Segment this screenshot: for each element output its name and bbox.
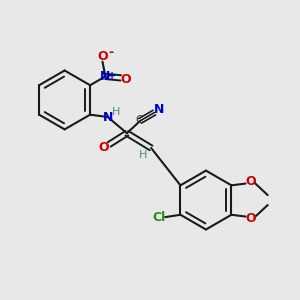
Text: O: O [99, 141, 109, 154]
Text: C: C [135, 115, 143, 125]
Text: -: - [109, 46, 114, 59]
Text: O: O [97, 50, 108, 63]
Text: Cl: Cl [153, 211, 166, 224]
Text: +: + [107, 70, 116, 80]
Text: H: H [139, 150, 147, 160]
Text: O: O [121, 73, 131, 85]
Text: H: H [112, 107, 120, 117]
Text: O: O [245, 212, 256, 225]
Text: N: N [103, 110, 113, 124]
Text: N: N [100, 70, 111, 83]
Text: O: O [245, 175, 256, 188]
Text: N: N [154, 103, 164, 116]
